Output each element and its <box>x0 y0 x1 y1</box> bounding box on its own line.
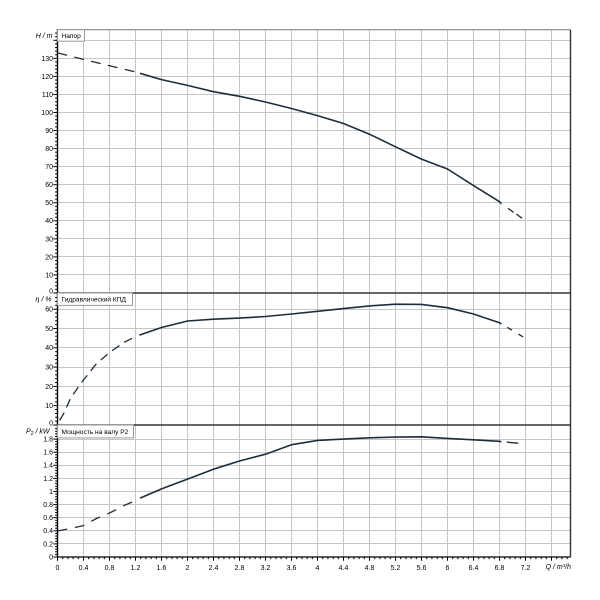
svg-text:40: 40 <box>45 345 53 352</box>
svg-text:1.2: 1.2 <box>131 565 141 572</box>
svg-text:80: 80 <box>45 146 53 153</box>
svg-text:100: 100 <box>41 110 53 117</box>
svg-text:50: 50 <box>45 200 53 207</box>
svg-text:P2 / kW: P2 / kW <box>26 428 51 437</box>
svg-text:6: 6 <box>446 565 450 572</box>
svg-text:Мощность на валу P2: Мощность на валу P2 <box>62 429 129 436</box>
svg-text:1.8: 1.8 <box>43 437 53 444</box>
svg-text:4.8: 4.8 <box>365 565 375 572</box>
svg-text:130: 130 <box>41 56 53 63</box>
svg-text:0.4: 0.4 <box>43 528 53 535</box>
svg-text:10: 10 <box>45 403 53 410</box>
svg-text:30: 30 <box>45 365 53 372</box>
svg-text:120: 120 <box>41 74 53 81</box>
svg-text:0: 0 <box>49 289 53 296</box>
svg-text:1.6: 1.6 <box>157 565 167 572</box>
svg-text:1: 1 <box>49 489 53 496</box>
svg-text:Гидравлический КПД: Гидравлический КПД <box>62 296 127 304</box>
svg-text:1.2: 1.2 <box>43 476 53 483</box>
svg-text:4: 4 <box>316 565 320 572</box>
svg-text:Q / m³/h: Q / m³/h <box>546 564 571 571</box>
svg-text:1.4: 1.4 <box>43 463 53 470</box>
svg-text:0.2: 0.2 <box>43 541 53 548</box>
svg-text:70: 70 <box>45 164 53 171</box>
svg-text:40: 40 <box>45 218 53 225</box>
svg-text:0: 0 <box>49 421 53 428</box>
svg-text:1.6: 1.6 <box>43 450 53 457</box>
svg-text:0.6: 0.6 <box>43 515 53 522</box>
svg-text:3.6: 3.6 <box>287 565 297 572</box>
svg-text:2.4: 2.4 <box>209 565 219 572</box>
svg-text:5.6: 5.6 <box>417 565 427 572</box>
svg-text:60: 60 <box>45 307 53 314</box>
svg-text:2: 2 <box>186 565 190 572</box>
svg-text:20: 20 <box>45 384 53 391</box>
svg-text:0.4: 0.4 <box>79 565 89 572</box>
svg-text:50: 50 <box>45 326 53 333</box>
svg-text:3.2: 3.2 <box>261 565 271 572</box>
svg-text:5.2: 5.2 <box>391 565 401 572</box>
svg-text:0.8: 0.8 <box>43 502 53 509</box>
svg-text:η / %: η / % <box>36 297 52 304</box>
svg-text:6.8: 6.8 <box>495 565 505 572</box>
svg-text:0: 0 <box>49 554 53 561</box>
svg-text:110: 110 <box>42 92 53 99</box>
svg-text:10: 10 <box>45 272 53 279</box>
svg-text:30: 30 <box>45 236 53 243</box>
svg-text:20: 20 <box>45 254 53 261</box>
svg-text:4.4: 4.4 <box>339 565 349 572</box>
svg-text:90: 90 <box>45 128 53 135</box>
svg-text:0.8: 0.8 <box>105 565 115 572</box>
svg-text:6.4: 6.4 <box>469 565 479 572</box>
svg-text:0: 0 <box>56 565 60 572</box>
svg-text:60: 60 <box>45 182 53 189</box>
svg-text:2.8: 2.8 <box>235 565 245 572</box>
svg-text:Напор: Напор <box>62 33 82 40</box>
svg-text:H / m: H / m <box>36 33 53 40</box>
svg-text:7.2: 7.2 <box>521 565 531 572</box>
